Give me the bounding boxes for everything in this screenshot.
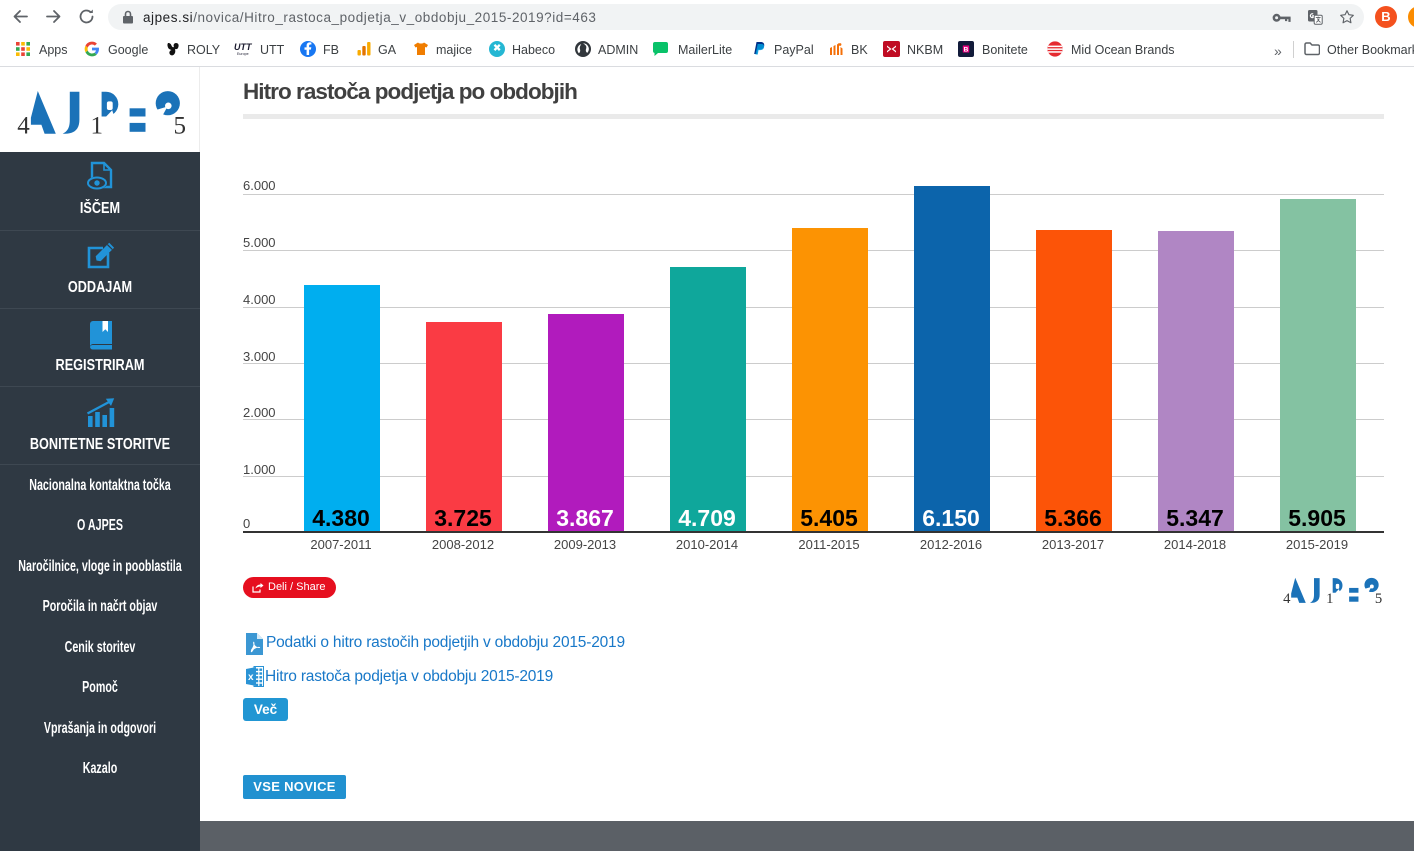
svg-text:Europe: Europe <box>237 52 249 56</box>
svg-text:x: x <box>248 672 254 683</box>
svg-text:B: B <box>964 47 969 54</box>
svg-text:UTT: UTT <box>234 42 253 52</box>
